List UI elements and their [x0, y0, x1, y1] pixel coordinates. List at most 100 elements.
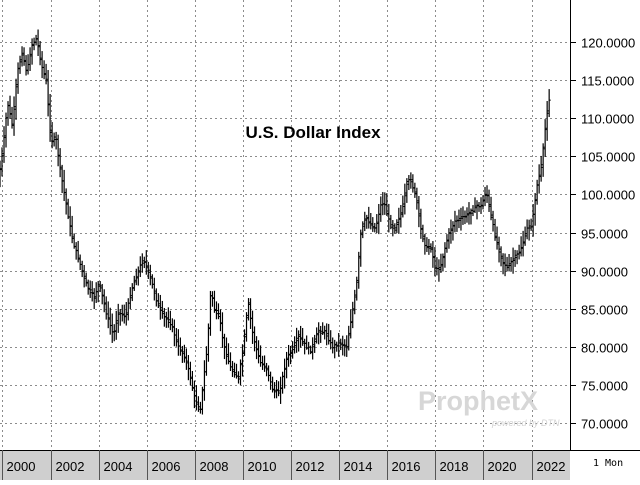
price-bar [501, 253, 505, 275]
price-bar [363, 211, 367, 232]
price-bar [48, 93, 52, 142]
price-bar [0, 147, 4, 177]
price-bar [457, 209, 461, 229]
price-bar [216, 303, 221, 320]
price-bar [80, 260, 84, 278]
price-bar [507, 253, 511, 272]
y-tick-label: 100.0000 [581, 188, 635, 203]
price-bar [325, 323, 329, 346]
price-bar [349, 309, 353, 339]
price-bar [317, 322, 321, 345]
price-bar [276, 381, 281, 397]
price-bar [389, 214, 393, 230]
price-bar [28, 47, 32, 71]
price-bar [246, 298, 251, 321]
price-bar [285, 351, 289, 379]
price-bar [146, 261, 150, 280]
price-bar [224, 337, 229, 365]
x-tick-label: 2000 [7, 459, 36, 474]
price-bar [345, 335, 349, 357]
price-bar [537, 164, 541, 194]
price-bar [313, 334, 317, 353]
price-bar [210, 291, 215, 307]
y-tick-label: 90.0000 [581, 265, 628, 280]
price-bar [10, 106, 14, 129]
price-bar [489, 196, 493, 221]
price-bar [409, 172, 413, 189]
x-tick-label: 2020 [488, 459, 517, 474]
y-tick-label: 80.0000 [581, 341, 628, 356]
price-bar [132, 275, 136, 291]
price-bar [527, 219, 531, 241]
price-bar [14, 78, 18, 120]
y-tick-label: 95.0000 [581, 227, 628, 242]
price-bar [341, 335, 345, 356]
price-bar [339, 338, 343, 351]
price-bar [467, 202, 471, 225]
price-bar [254, 336, 259, 360]
price-bar [359, 229, 363, 267]
price-bar [469, 208, 473, 225]
price-bar [260, 355, 265, 370]
price-bar [152, 277, 156, 301]
price-bar [102, 289, 106, 313]
price-bar [70, 215, 74, 244]
price-bar [459, 207, 463, 231]
price-bar [90, 281, 94, 302]
x-tick-label: 2004 [104, 459, 133, 474]
price-bar [52, 132, 56, 147]
price-bar [481, 195, 485, 210]
price-bar [385, 193, 389, 216]
price-bar [299, 325, 303, 348]
price-bar [547, 89, 551, 118]
price-bar [293, 336, 297, 354]
price-bar [487, 189, 491, 212]
price-bar [319, 325, 323, 343]
price-bar [541, 143, 545, 177]
price-bar [282, 358, 287, 389]
price-bar [399, 204, 403, 228]
price-bar [20, 46, 24, 67]
price-bar [122, 304, 126, 324]
price-bar [36, 29, 40, 57]
price-bar [511, 247, 515, 274]
price-bar [68, 206, 72, 237]
price-bar [194, 385, 199, 411]
y-tick-label: 120.0000 [581, 36, 635, 51]
price-bar [367, 206, 371, 229]
price-bar [42, 60, 46, 80]
price-bar [98, 281, 102, 293]
price-bar [222, 333, 227, 360]
price-bar [415, 187, 419, 210]
price-bar [533, 193, 537, 226]
price-bar [441, 253, 445, 272]
price-bar [445, 234, 449, 253]
price-bar [333, 339, 337, 359]
x-tick-label: 2014 [344, 459, 373, 474]
x-tick-label: 2002 [56, 459, 85, 474]
price-bar [301, 328, 305, 346]
price-bar [497, 236, 501, 263]
price-bar [401, 195, 405, 218]
price-bar [545, 101, 549, 141]
price-bar [523, 226, 527, 246]
price-bar [84, 272, 88, 287]
y-tick-label: 105.0000 [581, 150, 635, 165]
price-bar [289, 345, 293, 365]
price-bar [521, 230, 525, 257]
price-bar [64, 188, 68, 215]
x-tick-label: 2016 [392, 459, 421, 474]
price-bar [335, 341, 339, 352]
price-bar [162, 307, 166, 327]
price-bar [144, 250, 148, 275]
price-bar [347, 325, 351, 351]
price-bar [343, 339, 347, 357]
price-bar [393, 223, 397, 234]
price-bar [262, 355, 267, 372]
price-bar [297, 330, 301, 352]
price-bar [371, 217, 375, 232]
price-bar [106, 301, 110, 329]
price-bar [505, 256, 509, 272]
price-bar [419, 208, 423, 239]
